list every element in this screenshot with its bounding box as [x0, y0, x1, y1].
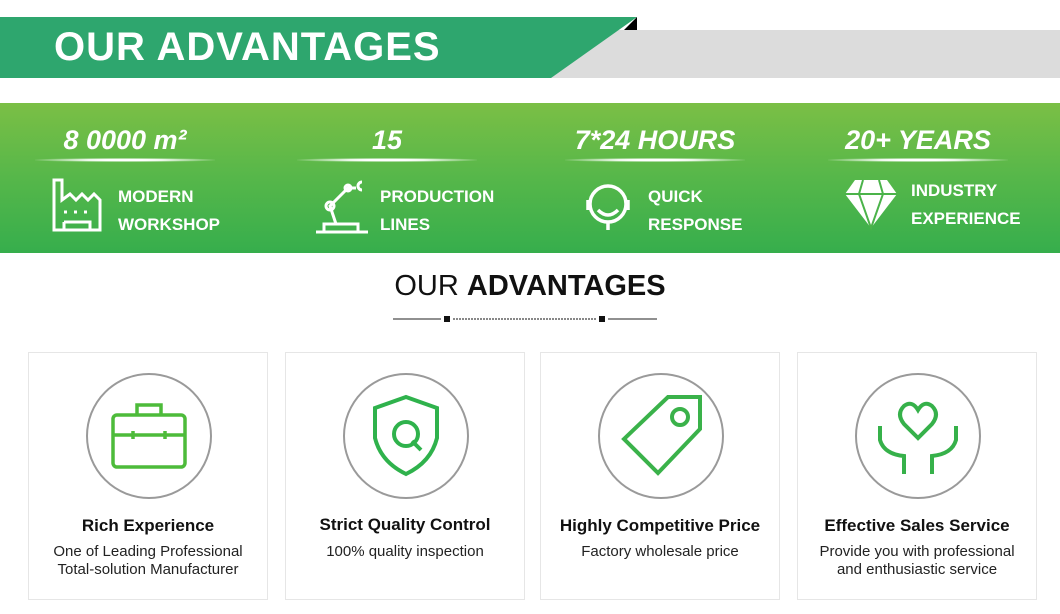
stat-lines: 15 PRODUCTION LINES	[262, 103, 512, 253]
factory-icon	[52, 178, 102, 232]
section-title-light: OUR	[394, 270, 459, 302]
glow-divider	[297, 158, 477, 162]
stat-label: QUICK	[648, 187, 703, 206]
card-quality-control: Strict Quality Control 100% quality insp…	[285, 352, 525, 600]
card-desc: Total-solution Manufacturer	[57, 561, 239, 578]
card-desc: and enthusiastic service	[836, 561, 998, 578]
card-desc: Factory wholesale price	[581, 543, 739, 560]
stat-experience: 20+ YEARS INDUSTRY EXPERIENCE	[793, 103, 1043, 253]
stat-workshop: 8 0000 m² MODERN WORKSHOP	[0, 103, 250, 253]
stat-label: EXPERIENCE	[911, 209, 1021, 228]
headset-icon	[586, 184, 630, 230]
stat-label: LINES	[380, 215, 431, 234]
stat-response: 7*24 HOURS QUICK RESPONSE	[530, 103, 780, 253]
stat-label: MODERN	[118, 187, 194, 206]
card-rich-experience: Rich Experience One of Leading Professio…	[28, 352, 268, 600]
card-title: Effective Sales Service	[824, 516, 1010, 535]
price-tag-icon	[621, 395, 702, 476]
header-green-band	[0, 17, 637, 78]
stat-label: RESPONSE	[648, 215, 743, 234]
stat-label: INDUSTRY	[911, 181, 998, 200]
stat-value: 20+ YEARS	[845, 125, 991, 155]
card-desc: Provide you with professional	[819, 543, 1015, 560]
card-title: Rich Experience	[81, 516, 215, 535]
card-title: Strict Quality Control	[319, 515, 491, 534]
header-title: OUR ADVANTAGES	[54, 25, 441, 69]
stat-label: PRODUCTION	[380, 187, 495, 206]
stats-banner: 8 0000 m² MODERN WORKSHOP 15 PRODUCTION LI…	[0, 103, 1060, 253]
glow-divider	[565, 158, 745, 162]
section-title: OUR ADVANTAGES	[0, 270, 1060, 303]
card-desc: 100% quality inspection	[326, 543, 484, 560]
briefcase-icon	[111, 403, 187, 469]
shield-q-icon	[373, 394, 439, 477]
stat-value: 7*24 HOURS	[574, 125, 736, 155]
diamond-icon	[845, 179, 897, 232]
ornament-divider	[393, 316, 657, 322]
glow-divider	[35, 158, 215, 162]
stat-value: 15	[371, 125, 403, 155]
card-desc: One of Leading Professional	[53, 543, 243, 560]
glow-divider	[828, 158, 1008, 162]
stat-value: 8 0000 m²	[63, 125, 187, 155]
card-title: Highly Competitive Price	[559, 516, 761, 535]
card-sales-service: Effective Sales Service Provide you with…	[797, 352, 1037, 600]
section-title-bold: ADVANTAGES	[466, 270, 666, 302]
header-gray-band	[540, 30, 1060, 78]
stat-label: WORKSHOP	[118, 215, 220, 234]
card-competitive-price: Highly Competitive Price Factory wholesa…	[540, 352, 780, 600]
robot-arm-icon	[316, 180, 368, 234]
heart-hands-icon	[878, 401, 958, 474]
